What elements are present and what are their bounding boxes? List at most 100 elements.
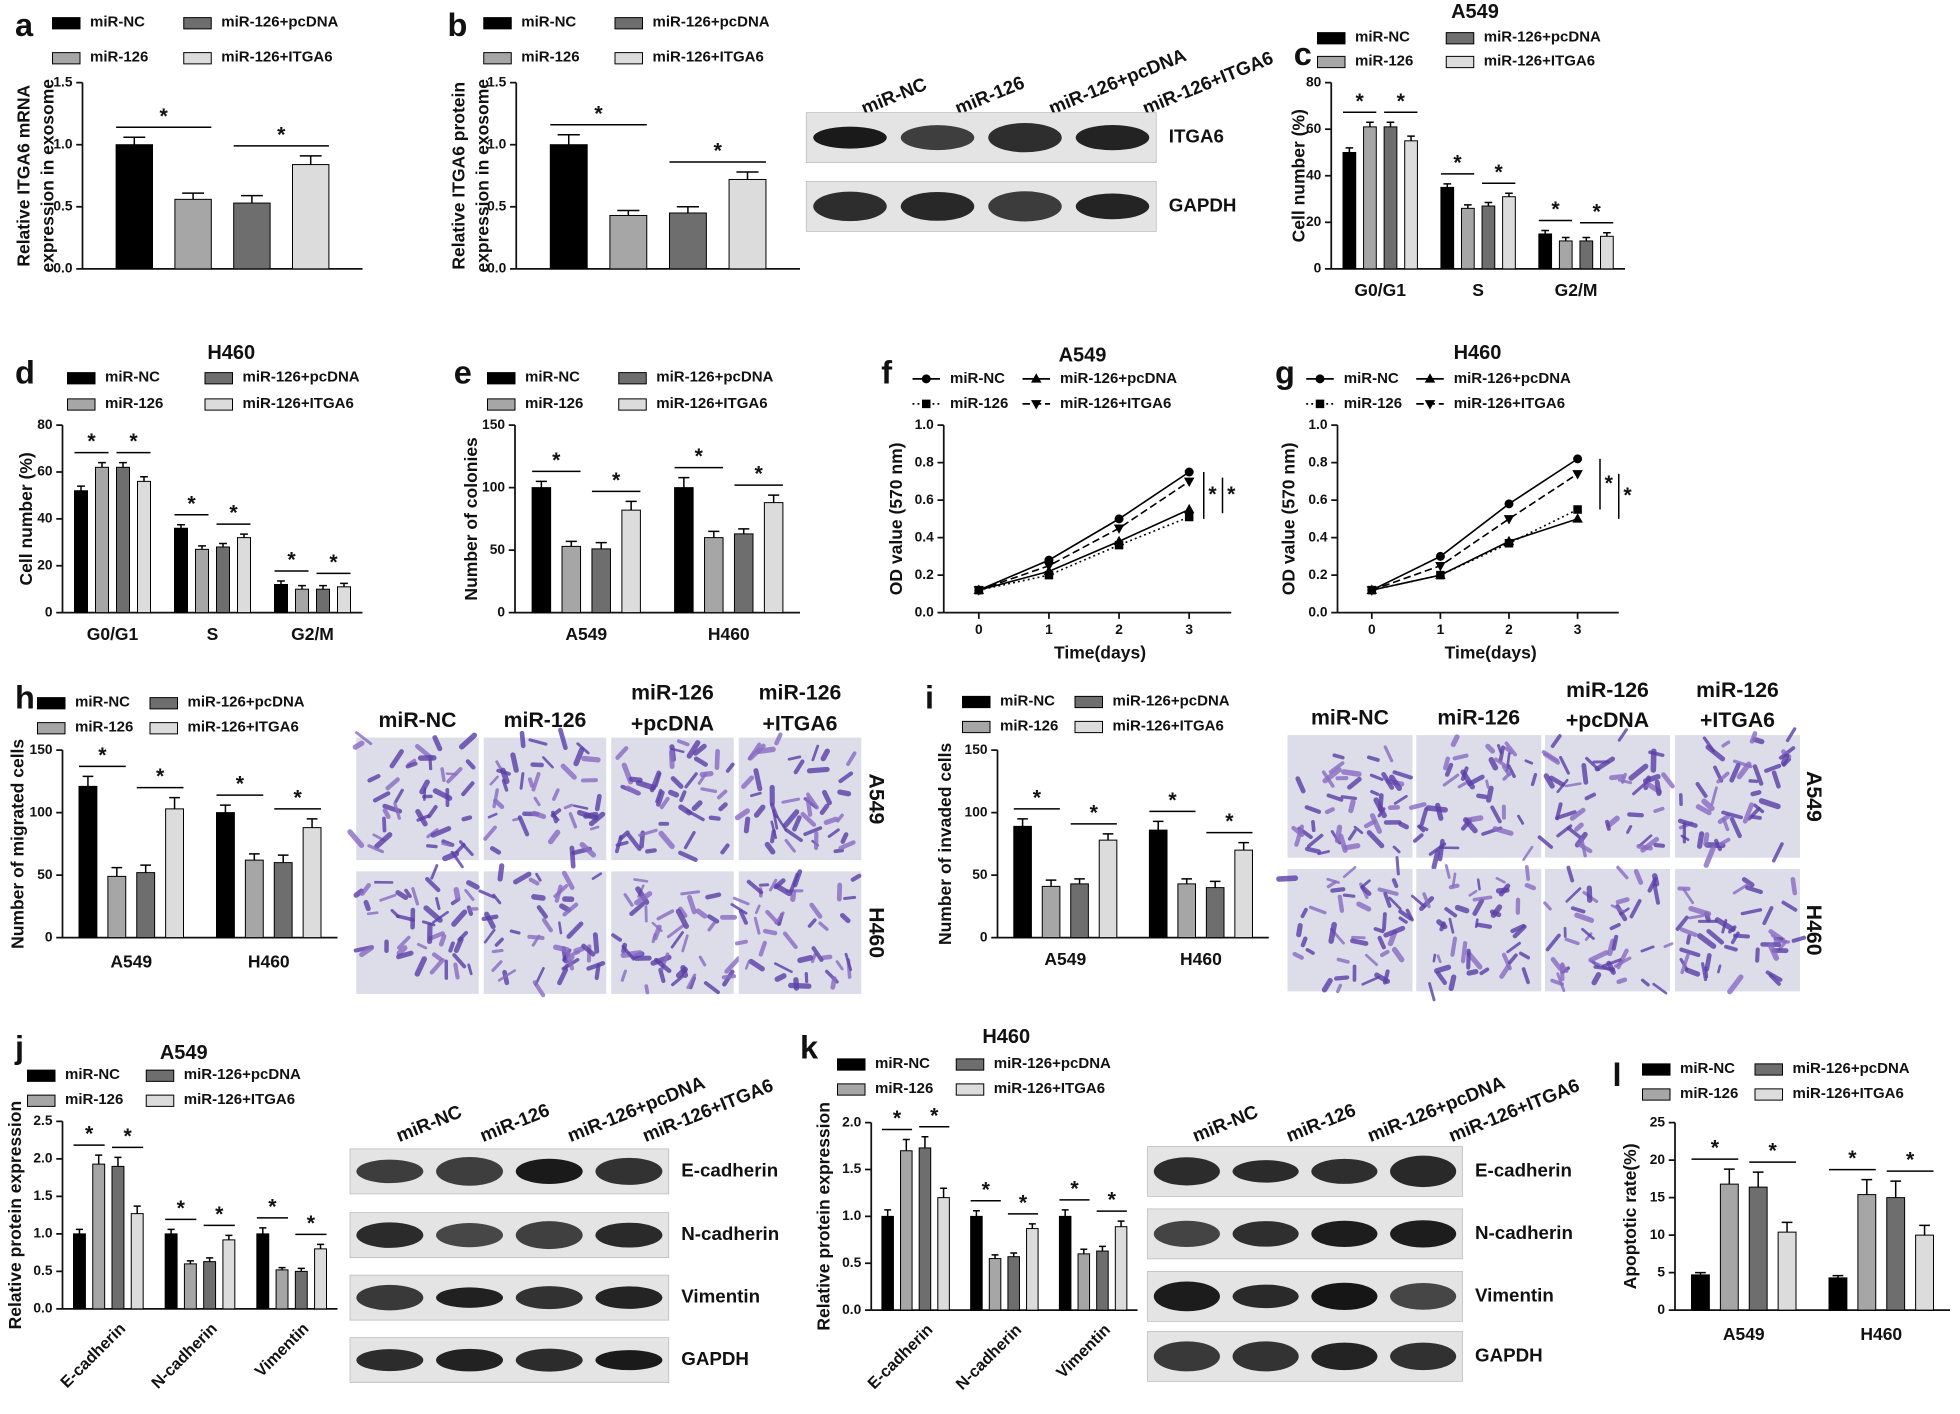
significance-label: * <box>930 1103 939 1127</box>
cell <box>566 921 584 939</box>
bar <box>273 862 293 939</box>
y-tick-label: 0.4 <box>915 529 934 544</box>
y-tick-label: 1.0 <box>487 136 506 151</box>
cell <box>774 973 787 982</box>
cell <box>394 788 404 804</box>
row-label: H460 <box>864 907 888 958</box>
cell <box>1732 883 1750 895</box>
point <box>1184 467 1194 477</box>
cell <box>1686 934 1692 945</box>
point <box>1435 562 1446 572</box>
cell <box>744 960 751 970</box>
lane-label: miR-126 <box>477 1099 553 1146</box>
cell <box>1729 816 1742 839</box>
cell <box>707 921 716 932</box>
cell <box>809 902 823 919</box>
cell <box>1398 821 1409 830</box>
legend-label: miR-126 <box>1344 395 1402 412</box>
bar <box>1719 1183 1739 1311</box>
error-bar <box>306 818 318 828</box>
error-bar <box>1080 1248 1088 1254</box>
band-label: E-cadherin <box>681 1159 778 1180</box>
cell <box>558 727 568 751</box>
x-tick-label: A549 <box>565 624 607 644</box>
cell <box>576 809 599 821</box>
cell <box>432 735 443 752</box>
error-bar <box>1861 1178 1873 1195</box>
cell <box>496 768 511 776</box>
bar <box>900 1150 913 1311</box>
cell <box>1472 898 1485 916</box>
cell <box>1366 755 1380 762</box>
significance-label: * <box>129 429 138 453</box>
blot-band <box>595 1286 663 1309</box>
x-tick-label: 1 <box>1437 622 1445 637</box>
legend-swatch <box>487 372 516 385</box>
cell <box>461 781 475 797</box>
cell <box>1752 764 1764 786</box>
cell <box>453 887 461 901</box>
cell <box>810 953 817 964</box>
cell <box>1443 756 1451 771</box>
y-axis-label: Number of colonies <box>461 437 481 601</box>
legend-swatch <box>1754 1063 1783 1076</box>
significance-label: * <box>307 1211 316 1235</box>
cell <box>680 890 701 896</box>
y-tick-label: 0 <box>497 604 505 619</box>
x-tick-label: H460 <box>248 951 290 971</box>
legend-label: miR-126 <box>950 395 1008 412</box>
blot-band <box>595 1350 663 1371</box>
cell <box>838 771 854 784</box>
cell <box>1486 785 1494 803</box>
cell <box>1556 778 1569 794</box>
cell <box>414 956 428 977</box>
cell <box>1703 832 1710 847</box>
lane-label: miR-NC <box>1189 1101 1261 1146</box>
cell <box>720 843 730 855</box>
cell <box>621 944 635 961</box>
y-tick-label: 60 <box>37 464 53 479</box>
legend-swatch <box>837 1083 866 1096</box>
x-tick-label: 1 <box>1045 622 1053 637</box>
y-tick-label: 1.0 <box>53 136 72 151</box>
cell <box>1307 833 1324 848</box>
bar <box>95 466 110 614</box>
y-tick-label: 50 <box>37 867 53 882</box>
cell <box>1347 776 1362 790</box>
y-axis-label: Number of migrated cells <box>7 739 27 949</box>
cell <box>770 820 778 840</box>
cell <box>634 891 653 906</box>
cell <box>827 828 840 838</box>
cell <box>1697 933 1717 949</box>
cell <box>1340 795 1358 801</box>
cell <box>419 779 430 795</box>
error-bar <box>1723 1168 1735 1185</box>
error-bar <box>297 1267 305 1272</box>
legend-swatch <box>483 52 512 65</box>
cell <box>532 980 546 998</box>
cell <box>708 815 721 821</box>
y-tick-label: 0.8 <box>915 454 934 469</box>
cell <box>489 775 499 786</box>
cell <box>531 894 546 901</box>
significance-label: * <box>893 1106 902 1130</box>
point <box>1184 512 1194 522</box>
cell <box>363 899 371 912</box>
bar <box>314 1248 328 1310</box>
cell <box>519 772 525 790</box>
cell <box>1548 775 1566 787</box>
cell <box>698 955 707 967</box>
error-bar <box>1919 1224 1930 1236</box>
cell <box>411 887 420 906</box>
bar <box>92 1163 106 1310</box>
cell <box>1559 963 1565 982</box>
band-label: GAPDH <box>1475 1344 1543 1365</box>
cell <box>451 909 468 927</box>
cell <box>805 796 813 817</box>
x-axis-label: Time(days) <box>1445 643 1537 663</box>
legend-label: miR-126+pcDNA <box>184 1066 301 1083</box>
legend-label: miR-126 <box>65 1091 123 1108</box>
cell <box>656 909 675 921</box>
legend-label: miR-NC <box>105 369 160 386</box>
cell <box>1381 912 1387 932</box>
